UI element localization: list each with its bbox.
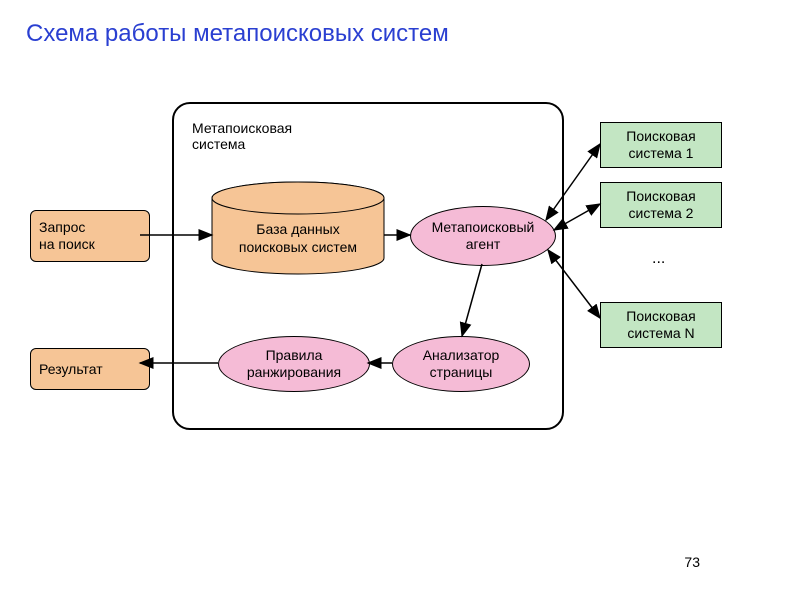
node-agent: Метапоисковыйагент [410, 206, 556, 266]
ellipsis: ... [652, 250, 665, 268]
node-query: Запросна поиск [30, 210, 150, 262]
node-analyzer: Анализаторстраницы [392, 336, 530, 392]
node-search-engine-n: Поисковаясистема N [600, 302, 722, 348]
page-title: Схема работы метапоисковых систем [26, 20, 449, 48]
page-number: 73 [684, 554, 700, 570]
node-search-engine-1: Поисковаясистема 1 [600, 122, 722, 168]
node-search-engine-2: Поисковаясистема 2 [600, 182, 722, 228]
container-label: Метапоисковаясистема [192, 120, 292, 152]
node-result: Результат [30, 348, 150, 390]
node-rules: Правиларанжирования [218, 336, 370, 392]
